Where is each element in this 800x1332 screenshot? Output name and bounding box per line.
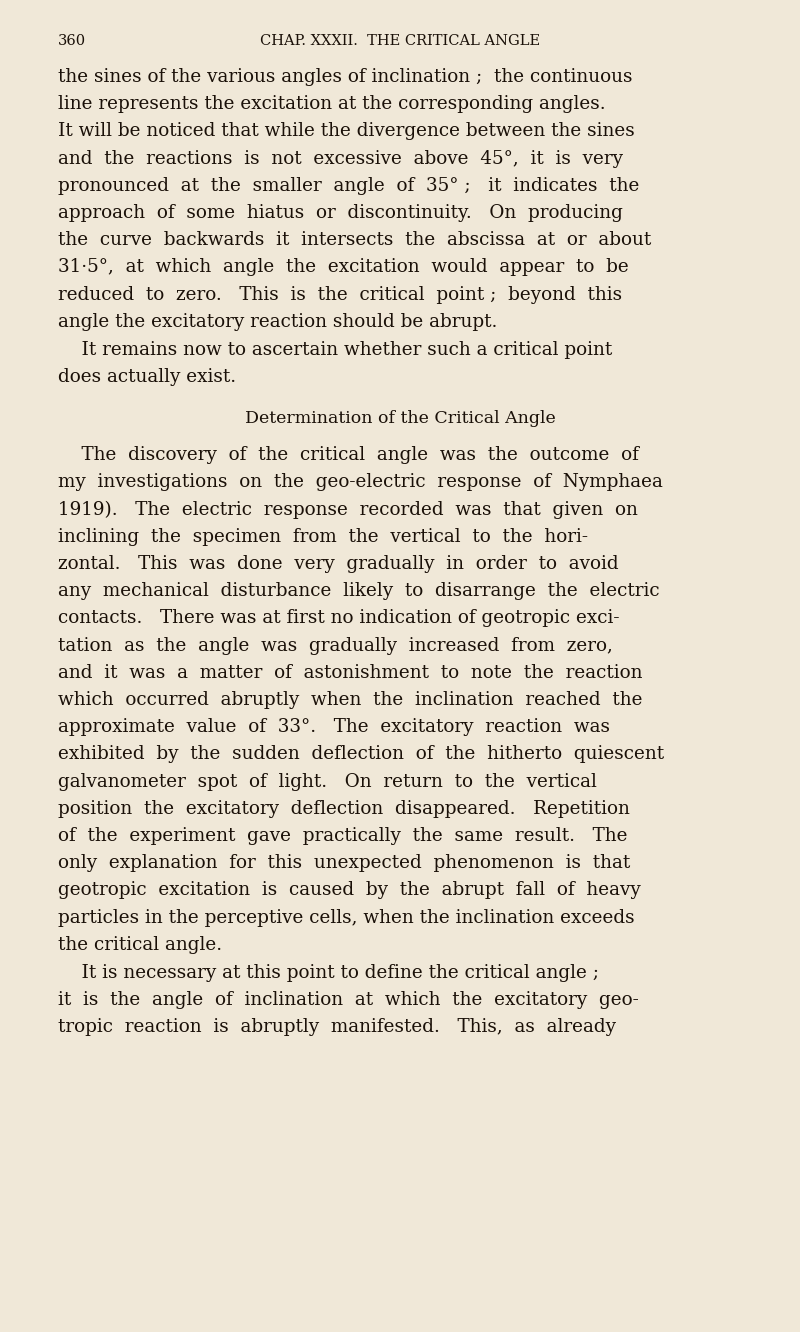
Text: It is necessary at this point to define the critical angle ;: It is necessary at this point to define … xyxy=(58,964,599,982)
Text: inclining  the  specimen  from  the  vertical  to  the  hori-: inclining the specimen from the vertical… xyxy=(58,527,588,546)
Text: approach  of  some  hiatus  or  discontinuity.   On  producing: approach of some hiatus or discontinuity… xyxy=(58,204,623,222)
Text: contacts.   There was at first no indication of geotropic exci-: contacts. There was at first no indicati… xyxy=(58,610,619,627)
Text: particles in the perceptive cells, when the inclination exceeds: particles in the perceptive cells, when … xyxy=(58,908,634,927)
Text: does actually exist.: does actually exist. xyxy=(58,368,236,386)
Text: exhibited  by  the  sudden  deflection  of  the  hitherto  quiescent: exhibited by the sudden deflection of th… xyxy=(58,746,664,763)
Text: zontal.   This  was  done  very  gradually  in  order  to  avoid: zontal. This was done very gradually in … xyxy=(58,555,618,573)
Text: approximate  value  of  33°.   The  excitatory  reaction  was: approximate value of 33°. The excitatory… xyxy=(58,718,610,737)
Text: It remains now to ascertain whether such a critical point: It remains now to ascertain whether such… xyxy=(58,341,612,360)
Text: the  curve  backwards  it  intersects  the  abscissa  at  or  about: the curve backwards it intersects the ab… xyxy=(58,232,651,249)
Text: the critical angle.: the critical angle. xyxy=(58,936,222,954)
Text: It will be noticed that while the divergence between the sines: It will be noticed that while the diverg… xyxy=(58,123,634,140)
Text: only  explanation  for  this  unexpected  phenomenon  is  that: only explanation for this unexpected phe… xyxy=(58,854,630,872)
Text: position  the  excitatory  deflection  disappeared.   Repetition: position the excitatory deflection disap… xyxy=(58,799,630,818)
Text: geotropic  excitation  is  caused  by  the  abrupt  fall  of  heavy: geotropic excitation is caused by the ab… xyxy=(58,882,641,899)
Text: any  mechanical  disturbance  likely  to  disarrange  the  electric: any mechanical disturbance likely to dis… xyxy=(58,582,660,601)
Text: and  the  reactions  is  not  excessive  above  45°,  it  is  very: and the reactions is not excessive above… xyxy=(58,149,623,168)
Text: 1919).   The  electric  response  recorded  was  that  given  on: 1919). The electric response recorded wa… xyxy=(58,501,638,519)
Text: which  occurred  abruptly  when  the  inclination  reached  the: which occurred abruptly when the inclina… xyxy=(58,691,642,709)
Text: 31·5°,  at  which  angle  the  excitation  would  appear  to  be: 31·5°, at which angle the excitation wou… xyxy=(58,258,629,277)
Text: my  investigations  on  the  geo-electric  response  of  Nymphaea: my investigations on the geo-electric re… xyxy=(58,473,663,492)
Text: the sines of the various angles of inclination ;  the continuous: the sines of the various angles of incli… xyxy=(58,68,633,87)
Text: tation  as  the  angle  was  gradually  increased  from  zero,: tation as the angle was gradually increa… xyxy=(58,637,613,654)
Text: tropic  reaction  is  abruptly  manifested.   This,  as  already: tropic reaction is abruptly manifested. … xyxy=(58,1019,616,1036)
Text: reduced  to  zero.   This  is  the  critical  point ;  beyond  this: reduced to zero. This is the critical po… xyxy=(58,285,622,304)
Text: galvanometer  spot  of  light.   On  return  to  the  vertical: galvanometer spot of light. On return to… xyxy=(58,773,597,791)
Text: angle the excitatory reaction should be abrupt.: angle the excitatory reaction should be … xyxy=(58,313,498,330)
Text: and  it  was  a  matter  of  astonishment  to  note  the  reaction: and it was a matter of astonishment to n… xyxy=(58,663,642,682)
Text: Determination of the Critical Angle: Determination of the Critical Angle xyxy=(245,410,555,428)
Text: pronounced  at  the  smaller  angle  of  35° ;   it  indicates  the: pronounced at the smaller angle of 35° ;… xyxy=(58,177,639,194)
Text: of  the  experiment  gave  practically  the  same  result.   The: of the experiment gave practically the s… xyxy=(58,827,627,844)
Text: line represents the excitation at the corresponding angles.: line represents the excitation at the co… xyxy=(58,95,606,113)
Text: CHAP. XXXII.  THE CRITICAL ANGLE: CHAP. XXXII. THE CRITICAL ANGLE xyxy=(260,35,540,48)
Text: The  discovery  of  the  critical  angle  was  the  outcome  of: The discovery of the critical angle was … xyxy=(58,446,639,464)
Text: it  is  the  angle  of  inclination  at  which  the  excitatory  geo-: it is the angle of inclination at which … xyxy=(58,991,638,1010)
Text: 360: 360 xyxy=(58,35,86,48)
